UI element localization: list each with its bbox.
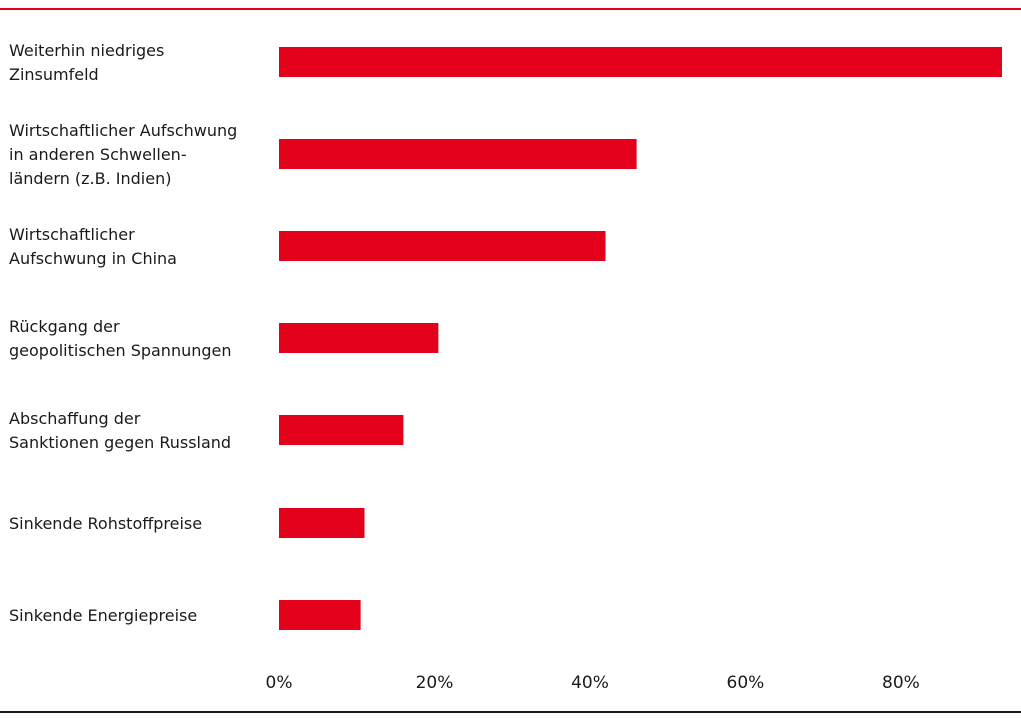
category-labels: Weiterhin niedriges Zinsumfeld Wirtschaftl… — [9, 41, 237, 625]
bar-6 — [279, 508, 365, 538]
category-label-line: in anderen Schwellen- — [9, 145, 187, 164]
category-label-line: Wirtschaftlicher — [9, 225, 135, 244]
category-label-line: Sinkende Rohstoffpreise — [9, 514, 202, 533]
category-label-3: Wirtschaftlicher Aufschwung in China — [9, 225, 177, 268]
x-tick-label: 0% — [266, 673, 293, 693]
category-label-7: Sinkende Energiepreise — [9, 606, 197, 625]
bar-1 — [279, 47, 1002, 77]
category-label-line: Aufschwung in China — [9, 249, 177, 268]
x-tick-label: 20% — [416, 673, 454, 693]
bar-4 — [279, 323, 439, 353]
category-label-line: Abschaffung der — [9, 409, 141, 428]
category-label-2: Wirtschaftlicher Aufschwung in anderen Sc… — [9, 121, 237, 188]
bar-5 — [279, 415, 404, 445]
bar-3 — [279, 231, 606, 261]
x-tick-label: 80% — [882, 673, 920, 693]
category-label-4: Rückgang der geopolitischen Spannungen — [9, 317, 232, 360]
category-label-line: geopolitischen Spannungen — [9, 341, 232, 360]
top-rule — [0, 8, 1021, 10]
bar-7 — [279, 600, 361, 630]
x-axis-tick-labels: 0% 20% 40% 60% 80% — [266, 673, 920, 693]
category-label-line: Rückgang der — [9, 317, 120, 336]
x-tick-label: 60% — [727, 673, 765, 693]
category-label-1: Weiterhin niedriges Zinsumfeld — [9, 41, 164, 84]
category-label-6: Sinkende Rohstoffpreise — [9, 514, 202, 533]
category-label-line: ländern (z.B. Indien) — [9, 169, 171, 188]
x-tick-label: 40% — [571, 673, 609, 693]
category-label-line: Zinsumfeld — [9, 65, 99, 84]
bottom-rule — [0, 711, 1021, 713]
category-label-line: Wirtschaftlicher Aufschwung — [9, 121, 237, 140]
category-label-line: Sinkende Energiepreise — [9, 606, 197, 625]
category-label-line: Sanktionen gegen Russland — [9, 433, 231, 452]
category-label-5: Abschaffung der Sanktionen gegen Russland — [9, 409, 231, 452]
category-label-line: Weiterhin niedriges — [9, 41, 164, 60]
bar-2 — [279, 139, 637, 169]
bars — [279, 47, 1002, 630]
